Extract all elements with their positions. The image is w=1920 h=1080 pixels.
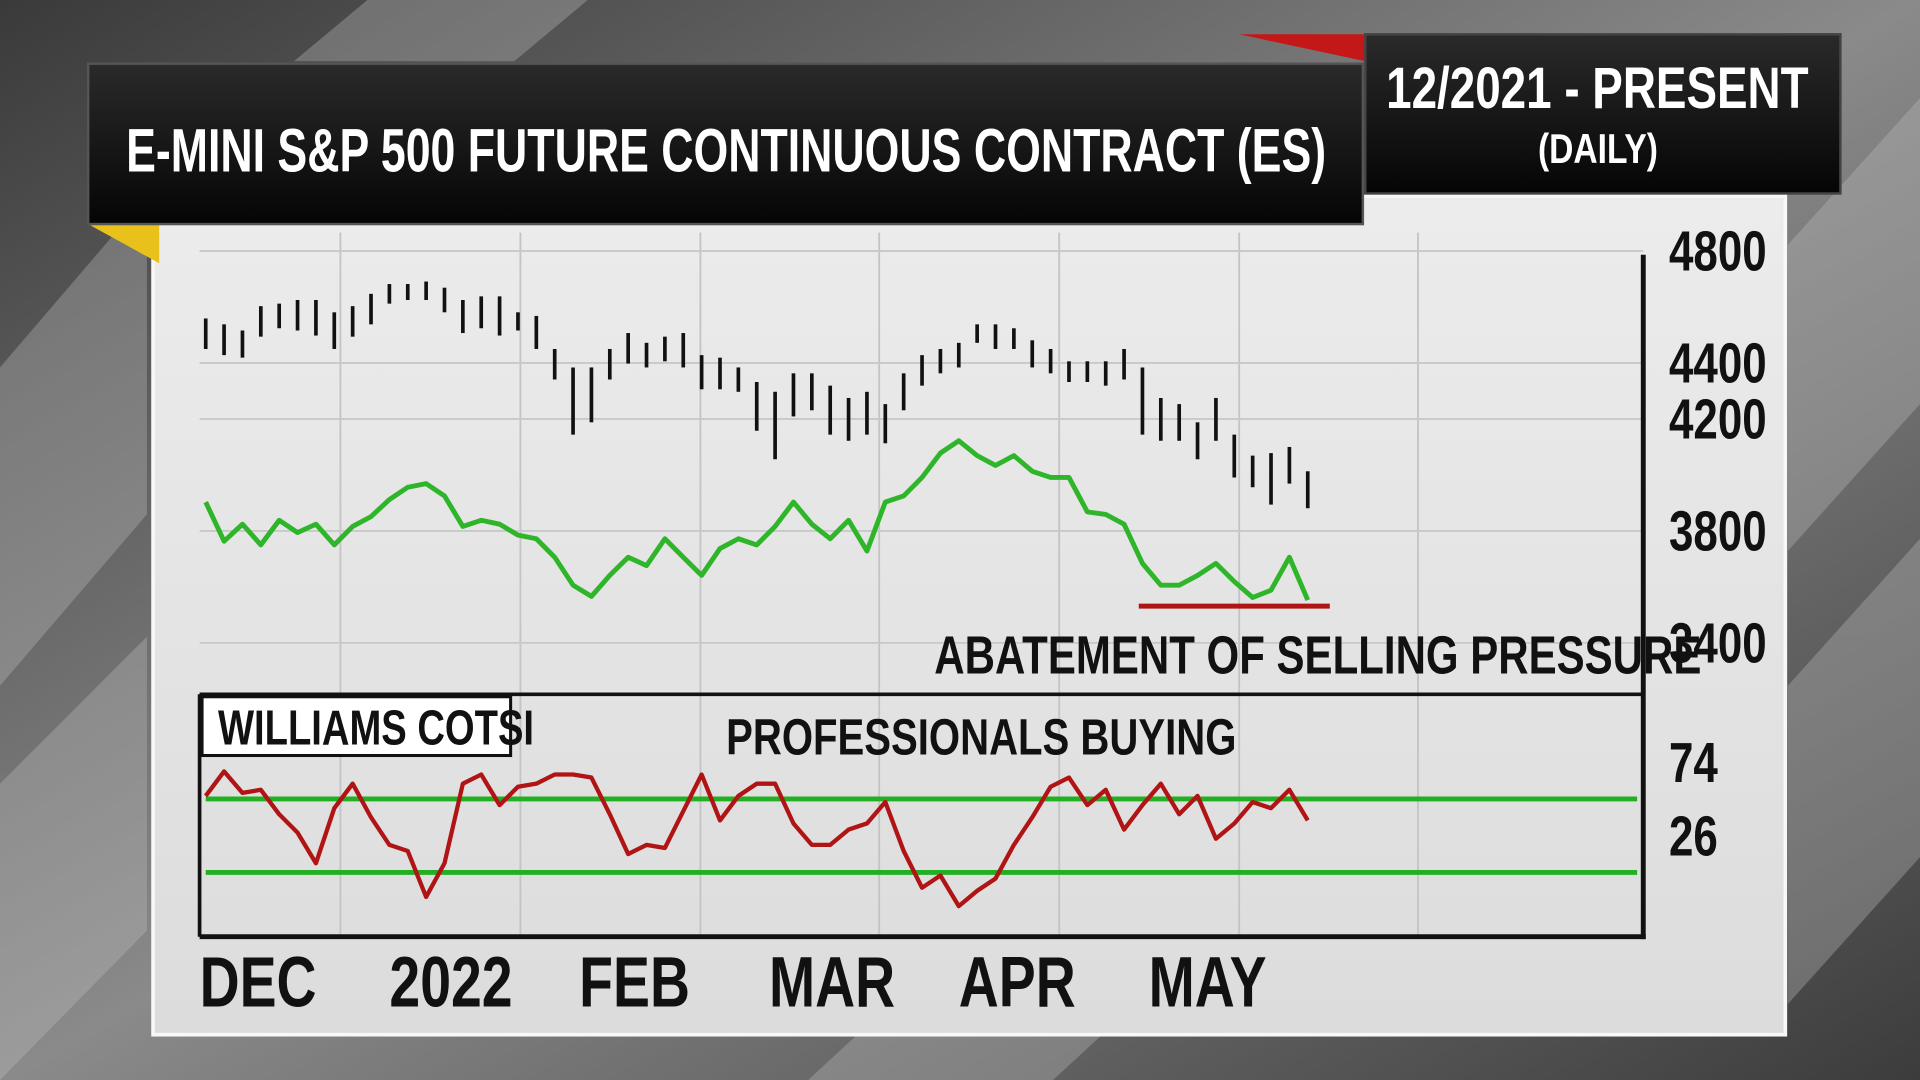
indicator-label-box xyxy=(200,695,513,758)
y-tick-label: 26 xyxy=(1669,804,1718,868)
y-tick-label: 4800 xyxy=(1669,219,1767,283)
annotation: PROFESSIONALS BUYING xyxy=(726,707,1236,765)
x-tick-label: 2022 xyxy=(389,943,512,1022)
x-tick-label: MAY xyxy=(1149,943,1267,1022)
x-tick-label: APR xyxy=(959,943,1076,1022)
annotation: ABATEMENT OF SELLING PRESSURE xyxy=(934,626,1701,686)
x-tick-label: FEB xyxy=(579,943,690,1022)
indicator-title: WILLIAMS COTSI xyxy=(218,701,534,756)
date-range: 12/2021 - PRESENT xyxy=(1386,56,1809,121)
cotsi-line xyxy=(204,769,1310,909)
y-tick-label: 4200 xyxy=(1669,387,1767,451)
y-tick-label: 74 xyxy=(1669,731,1718,795)
y-tick-label: 3800 xyxy=(1669,499,1767,563)
interval: (DAILY) xyxy=(1538,125,1658,172)
y-tick-label: 4400 xyxy=(1669,331,1767,395)
range-box xyxy=(1364,33,1842,195)
plot xyxy=(199,250,1644,909)
accent-red xyxy=(1239,34,1366,62)
title-box xyxy=(86,62,1365,226)
x-tick-label: DEC xyxy=(200,943,317,1022)
chart-title: E-MINI S&P 500 FUTURE CONTINUOUS CONTRAC… xyxy=(126,116,1326,184)
y-tick-label: 3400 xyxy=(1669,611,1767,675)
chart-board xyxy=(151,194,1788,1037)
x-tick-label: MAR xyxy=(769,943,895,1022)
indicator-line xyxy=(203,438,1311,602)
